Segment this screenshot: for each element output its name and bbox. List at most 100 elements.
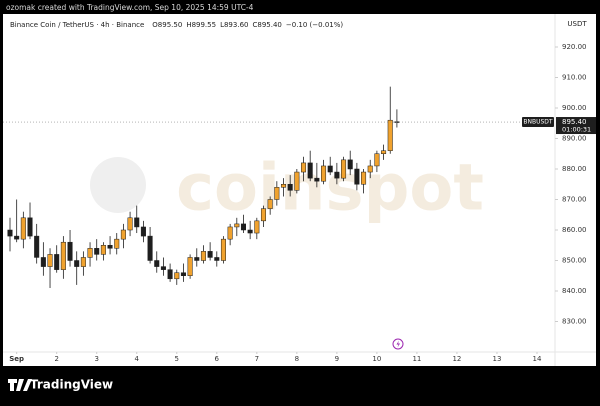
candle-body: [361, 171, 367, 185]
x-tick-label: 5: [175, 355, 179, 363]
candle-body: [187, 257, 193, 277]
y-tick-label: 900.00: [562, 104, 587, 112]
x-tick-label: 4: [135, 355, 140, 363]
candle-body: [27, 217, 33, 237]
y-tick-label: 870.00: [562, 196, 587, 204]
candle-body: [127, 217, 133, 231]
candle-body: [247, 229, 253, 234]
candle-body: [314, 177, 320, 182]
candle-body: [87, 248, 93, 258]
x-tick-label: 8: [295, 355, 299, 363]
x-tick-label: 7: [255, 355, 259, 363]
candle-body: [47, 254, 53, 267]
candle-body: [180, 272, 186, 277]
candle-body: [167, 269, 173, 280]
candle-body: [200, 251, 206, 261]
x-tick-label: 6: [215, 355, 220, 363]
candle-body: [120, 229, 126, 240]
y-axis-label: USDT: [567, 20, 587, 28]
candle-body: [334, 171, 340, 179]
price-tag-countdown: 01:00:31: [562, 126, 591, 134]
y-tick-label: 860.00: [562, 226, 587, 234]
candle-body: [300, 162, 307, 173]
price-tag-value: 895.40: [562, 118, 587, 126]
candle-body: [341, 159, 347, 179]
candle-body: [14, 235, 20, 240]
candle-body: [174, 272, 180, 280]
candle-body: [307, 162, 313, 179]
candle-body: [274, 187, 280, 200]
ohlc-value: O895.50: [152, 21, 182, 29]
candle-body: [267, 199, 273, 209]
candle-body: [160, 266, 166, 270]
candle-body: [227, 226, 233, 240]
ohlc-value: H899.55: [186, 21, 216, 29]
candle-body: [80, 257, 86, 267]
x-tick-label: 10: [372, 355, 381, 363]
x-tick-label: 9: [335, 355, 339, 363]
candle-body: [287, 184, 293, 191]
ohlc-value: L893.60: [220, 21, 248, 29]
x-tick-label: 14: [533, 355, 542, 363]
x-tick-label: Sep: [9, 355, 24, 363]
candle-body: [321, 165, 327, 182]
ohlc-value: C895.40: [252, 21, 281, 29]
candle-body: [154, 260, 160, 267]
candle-body: [214, 257, 220, 261]
candle-body: [367, 165, 373, 173]
candle-body: [100, 245, 106, 255]
candle-body: [140, 226, 146, 237]
y-tick-label: 920.00: [562, 43, 587, 51]
price-tag: [556, 117, 596, 135]
candle-body: [254, 220, 260, 234]
candle-body: [54, 254, 60, 270]
candle-body: [327, 165, 333, 173]
candle-body: [260, 208, 267, 222]
y-tick-label: 840.00: [562, 287, 587, 295]
replay-icon[interactable]: [392, 338, 404, 350]
x-tick-label: 2: [54, 355, 58, 363]
candle-body: [294, 171, 300, 191]
candle-body: [234, 223, 240, 228]
x-tick-label: 13: [493, 355, 502, 363]
candle-body: [20, 217, 26, 240]
footer-logo: [8, 379, 32, 391]
candle-body: [107, 245, 113, 249]
candle-body: [280, 184, 287, 188]
symbol-tag-text: BNBUSDT: [523, 119, 553, 126]
candle-body: [220, 238, 226, 261]
chart-title: Binance Coin / TetherUS · 4h · Binance: [10, 21, 144, 29]
watermark-logo: [90, 157, 146, 213]
candle-body: [381, 150, 387, 154]
candle-body: [147, 235, 153, 261]
footer-text: TradingView: [30, 378, 113, 392]
candle-body: [40, 257, 46, 267]
candle-body: [354, 168, 360, 185]
x-tick-label: 12: [452, 355, 461, 363]
candle-body: [347, 159, 353, 170]
y-tick-label: 830.00: [562, 318, 587, 326]
footer-bar: [0, 366, 600, 402]
candle-body: [194, 257, 200, 261]
candle-body: [387, 119, 393, 151]
x-tick-label: 3: [94, 355, 98, 363]
candle-body: [94, 248, 100, 255]
y-tick-label: 850.00: [562, 257, 587, 265]
candle-body: [60, 241, 66, 270]
candle-body: [7, 229, 13, 237]
y-tick-label: 880.00: [562, 165, 587, 173]
y-tick-label: 910.00: [562, 74, 587, 82]
ohlc-value: −0.10 (−0.01%): [286, 21, 344, 29]
candle-body: [34, 235, 40, 258]
candle-body: [114, 238, 120, 249]
candle-body: [240, 223, 246, 231]
candle-body: [134, 217, 140, 228]
candle-body: [74, 260, 80, 267]
header-text: ozomak created with TradingView.com, Sep…: [6, 3, 254, 12]
symbol-tag: [522, 117, 554, 128]
candle-body: [374, 153, 380, 167]
candle-body: [207, 251, 213, 258]
candle-body: [67, 241, 73, 261]
y-tick-label: 890.00: [562, 135, 587, 143]
